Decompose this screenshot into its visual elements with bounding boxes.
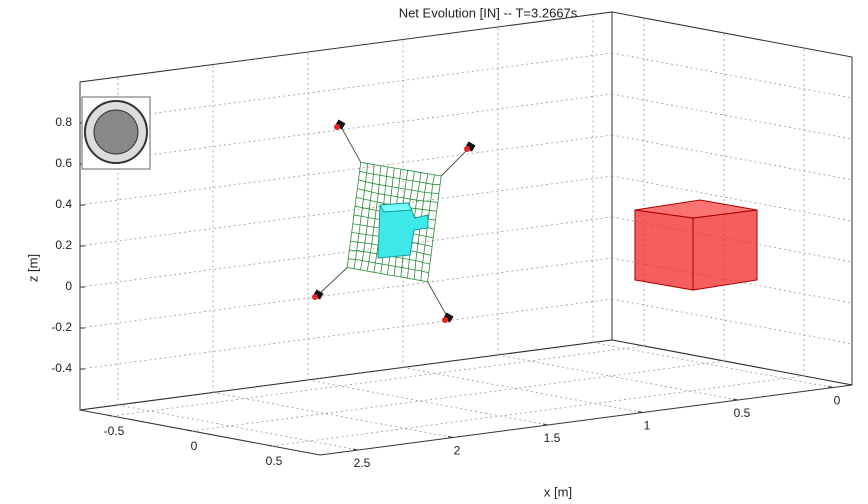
tick-mark	[266, 444, 273, 447]
y-tick-label: 0.5	[266, 454, 283, 468]
x-tick-label: 2	[454, 444, 461, 458]
tick-mark	[732, 398, 739, 401]
z-axis-label: z [m]	[25, 254, 40, 282]
chart-title: Net Evolution [IN] -- T=3.2667s	[399, 5, 578, 20]
tick-mark	[106, 414, 113, 417]
grid-line	[497, 354, 739, 401]
tether	[339, 124, 362, 163]
x-tick-label: 1	[644, 419, 651, 433]
y-tick-label: -0.5	[104, 424, 125, 438]
grid-line	[611, 52, 853, 99]
tick-mark	[352, 448, 359, 451]
tick-mark	[186, 429, 193, 432]
x-axis-label: x [m]	[544, 484, 572, 499]
red-cube	[634, 199, 758, 291]
y-tick-label: 0	[191, 439, 198, 453]
cube-face	[634, 199, 758, 219]
grid-line	[592, 342, 834, 388]
cube-face	[634, 209, 694, 291]
net-strand	[427, 175, 442, 282]
z-tick-label: 0.2	[55, 238, 72, 252]
corner-marker	[464, 146, 470, 152]
z-tick-label: -0.4	[51, 361, 72, 375]
x-tick-label: 2.5	[354, 456, 371, 470]
corner-marker	[312, 294, 318, 300]
grid-line	[611, 298, 853, 345]
tick-mark	[637, 411, 644, 413]
grid-line	[402, 367, 644, 413]
z-tick-label: -0.2	[51, 320, 72, 334]
target-object	[377, 202, 429, 259]
x-tick-label: 1.5	[544, 431, 561, 445]
z-tick-label: 0.6	[55, 156, 72, 170]
corner-marker	[442, 317, 448, 323]
grid-line	[611, 93, 853, 140]
grid-line	[611, 175, 853, 222]
tick-mark	[827, 386, 834, 388]
back-wall	[611, 11, 853, 386]
scene	[81, 96, 758, 323]
net-strand	[348, 258, 429, 274]
z-tick-label: 0.8	[55, 115, 72, 129]
grid-line	[117, 404, 359, 451]
z-tick-label: 0.4	[55, 197, 72, 211]
logo-inner	[93, 109, 139, 155]
cube-face	[692, 209, 758, 291]
tick-mark	[447, 436, 454, 438]
grid-line	[307, 379, 549, 426]
floor	[79, 339, 853, 456]
cyan-top	[379, 202, 413, 213]
tether	[440, 146, 471, 177]
tick-mark	[542, 423, 549, 426]
net-strand	[347, 267, 428, 283]
tether	[317, 267, 348, 296]
corner-marker	[334, 124, 340, 130]
grid-line	[212, 392, 454, 438]
tether	[427, 281, 449, 319]
z-tick-label: 0	[65, 279, 72, 293]
x-tick-label: 0.5	[734, 406, 751, 420]
x-tick-label: 0	[834, 394, 841, 408]
grid-line	[611, 134, 853, 181]
logo	[81, 96, 151, 170]
